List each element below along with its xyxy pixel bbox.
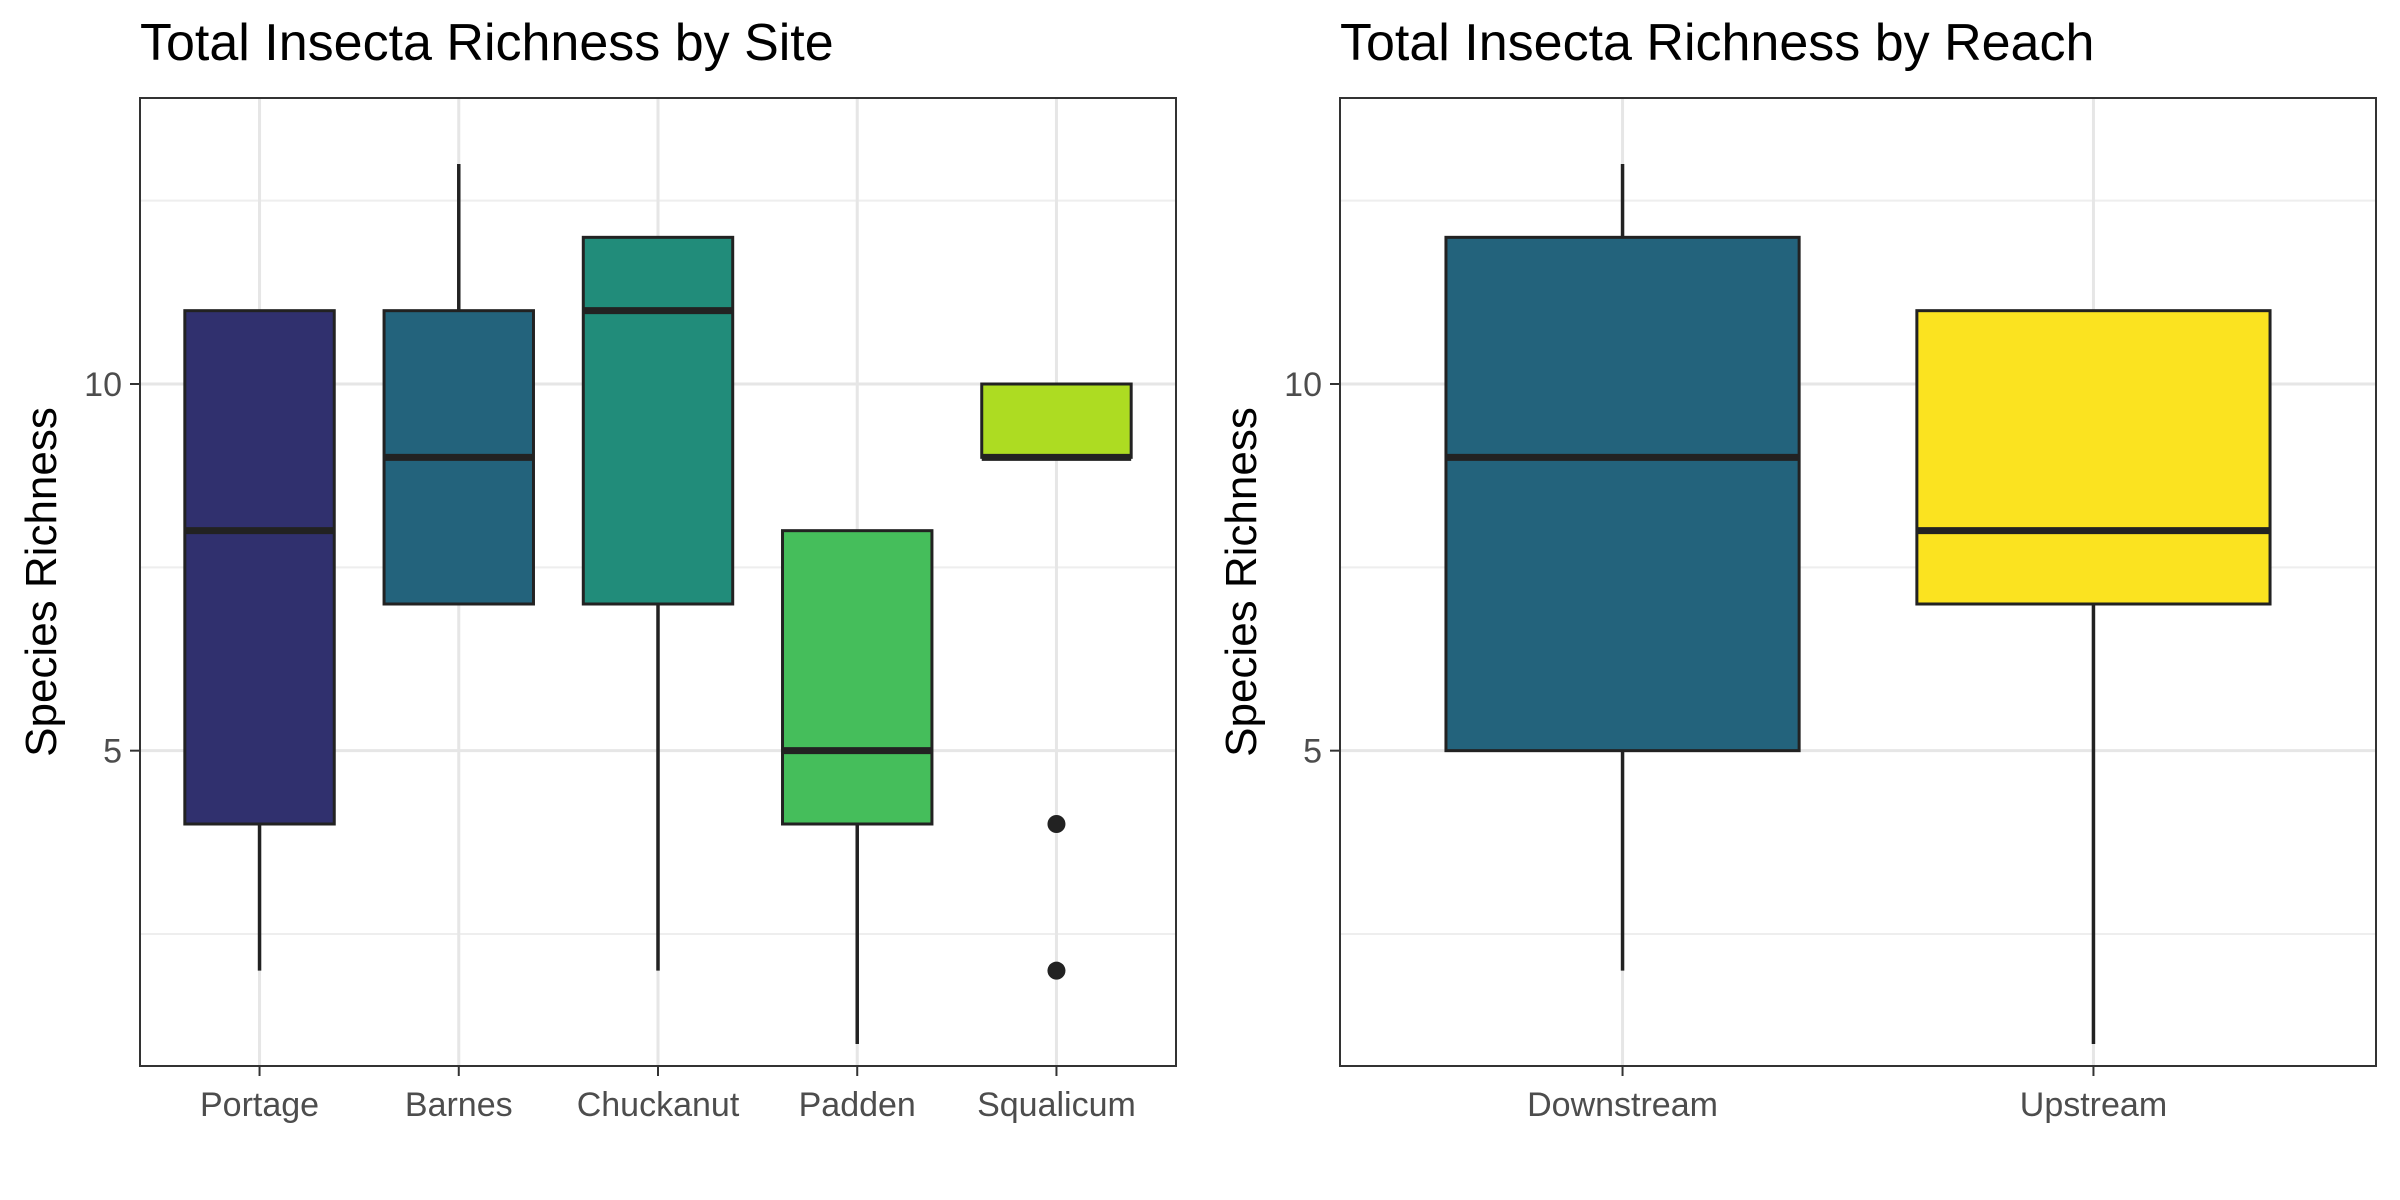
- box-iqr: [1444, 235, 1801, 753]
- x-tick-label: Squalicum: [977, 1086, 1136, 1124]
- y-tick-label: 10: [1284, 366, 1322, 404]
- outlier-point: [1047, 961, 1066, 980]
- boxplot-barnes: [382, 164, 535, 606]
- x-tick-label: Padden: [799, 1086, 916, 1124]
- boxplot-squalicum: [980, 382, 1133, 980]
- y-tick-label: 10: [84, 366, 122, 404]
- panel-border: [1339, 97, 2377, 1067]
- boxplot-portage: [183, 309, 336, 971]
- box-iqr: [183, 309, 336, 826]
- y-axis-label: Species Richness: [17, 407, 66, 757]
- x-tick-label: Upstream: [2020, 1086, 2167, 1124]
- boxplot-upstream: [1915, 309, 2272, 1044]
- boxplot-downstream: [1444, 164, 1801, 971]
- reach-chart-panel: Total Insecta Richness by Reach 5 10 Downst…: [1217, 14, 2377, 1124]
- site-chart-panel: Total Insecta Richness by Site 5 10 Portage…: [17, 14, 1177, 1124]
- x-tick-label: Portage: [200, 1086, 319, 1124]
- outlier-point: [1047, 815, 1066, 833]
- y-axis-label: Species Richness: [1217, 407, 1266, 757]
- box-iqr: [581, 235, 735, 606]
- y-tick-label: 5: [1303, 733, 1322, 771]
- chart-title: Total Insecta Richness by Reach: [1340, 14, 2094, 72]
- x-tick-label: Downstream: [1527, 1086, 1718, 1124]
- y-tick-label: 5: [103, 733, 122, 771]
- box-iqr: [980, 382, 1133, 459]
- x-tick-label: Barnes: [405, 1086, 513, 1124]
- x-tick-label: Chuckanut: [577, 1086, 740, 1124]
- box-iqr: [781, 529, 934, 826]
- chart-title: Total Insecta Richness by Site: [140, 14, 834, 72]
- boxplot-padden: [781, 529, 934, 1044]
- box-iqr: [1915, 309, 2272, 606]
- boxplot-chuckanut: [581, 235, 735, 971]
